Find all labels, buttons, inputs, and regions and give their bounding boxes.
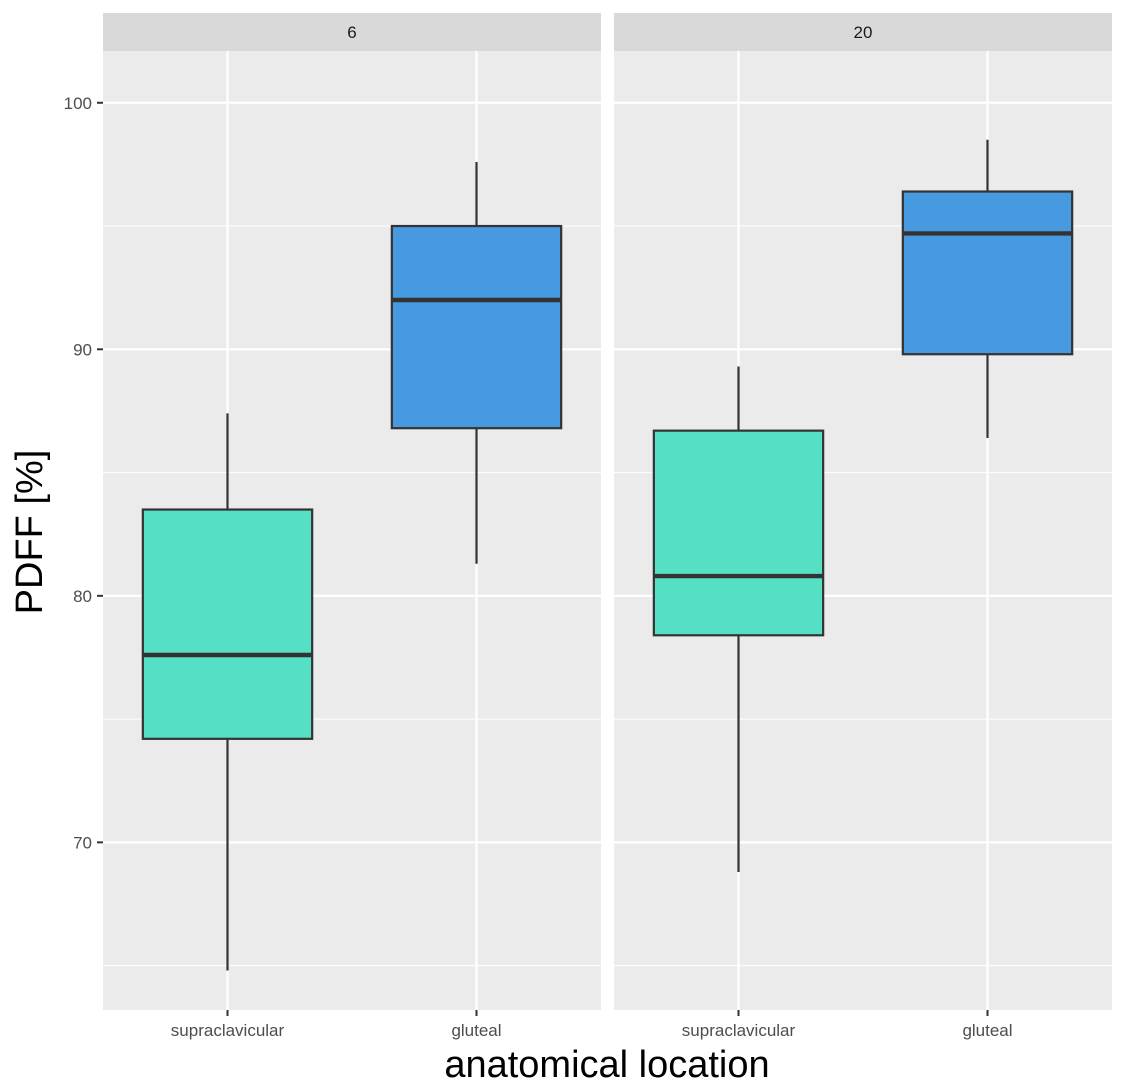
facet-strip-label: 6: [347, 23, 356, 42]
y-tick-label: 100: [64, 94, 92, 113]
facet-panel-6: 6: [103, 13, 601, 1010]
y-tick-label: 90: [73, 340, 92, 359]
box-iqr: [141, 508, 314, 740]
x-tick-label: supraclavicular: [171, 1021, 285, 1040]
box-supraclavicular: [141, 413, 314, 971]
x-tick-label: gluteal: [962, 1021, 1012, 1040]
x-axis: supraclavicular gluteal supraclavicular glu…: [171, 1010, 1013, 1040]
facet-strip: [103, 13, 601, 51]
box-iqr: [390, 224, 563, 430]
y-axis: 70 80 90 100: [64, 94, 103, 852]
x-tick-label: supraclavicular: [682, 1021, 796, 1040]
facet-panels: 6 20: [103, 13, 1112, 1010]
box-gluteal: [390, 161, 563, 564]
box-iqr: [901, 190, 1074, 356]
box-supraclavicular: [652, 366, 825, 872]
x-tick-label: gluteal: [451, 1021, 501, 1040]
facet-panel-20: 20: [614, 13, 1112, 1010]
y-tick-label: 80: [73, 587, 92, 606]
x-axis-title: anatomical location: [444, 1044, 769, 1086]
box-gluteal: [901, 139, 1074, 439]
y-tick-label: 70: [73, 833, 92, 852]
facet-strip: [614, 13, 1112, 51]
y-axis-title: PDFF [%]: [9, 450, 51, 615]
facet-strip-label: 20: [854, 23, 873, 42]
box-iqr: [652, 429, 825, 637]
